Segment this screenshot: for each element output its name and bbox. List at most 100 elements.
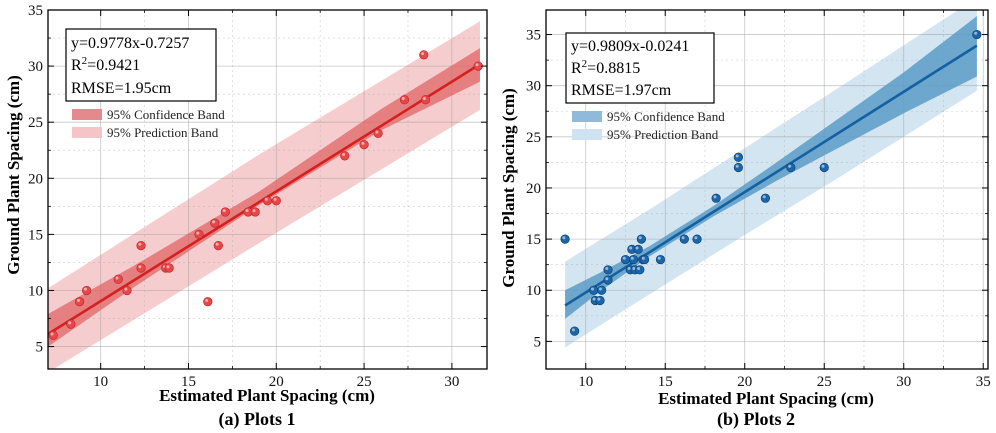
- data-point: [655, 254, 666, 265]
- stats-box: y=0.9809x-0.0241 R2=0.8815 RMSE=1.97cm: [565, 32, 715, 104]
- data-point: [633, 244, 643, 254]
- y-tick-label: 35: [526, 28, 541, 44]
- data-point-highlight: [83, 287, 87, 291]
- stats-box-frame: [565, 32, 715, 104]
- data-point: [113, 274, 123, 284]
- data-point-highlight: [273, 197, 277, 201]
- data-point-highlight: [166, 265, 170, 269]
- y-axis-title: Ground Plant Spacing (cm): [4, 75, 23, 274]
- panel-plots-1: 10 15 20 25 30 5 10 15 20 25 30 35 y=0.9778x-0.7257…: [4, 3, 488, 430]
- data-point: [75, 297, 85, 307]
- data-point: [419, 50, 429, 60]
- x-axis-title: Estimated Plant Spacing (cm): [658, 389, 874, 408]
- data-point-highlight: [138, 242, 142, 246]
- data-point: [589, 285, 599, 295]
- data-point-highlight: [605, 266, 609, 270]
- data-point-highlight: [475, 63, 479, 67]
- x-tick-label: 25: [817, 374, 832, 390]
- legend-label-prediction: 95% Prediction Band: [107, 125, 219, 140]
- data-point-highlight: [681, 236, 685, 240]
- data-point-highlight: [597, 297, 601, 301]
- x-tick-label: 30: [444, 374, 459, 390]
- data-point-highlight: [635, 246, 639, 250]
- data-point-highlight: [632, 266, 636, 270]
- y-tick-label: 10: [28, 283, 43, 299]
- y-tick-label: 10: [526, 283, 541, 299]
- data-point-highlight: [821, 164, 825, 168]
- data-point: [373, 128, 383, 139]
- data-point: [760, 193, 771, 203]
- data-point: [635, 265, 645, 275]
- data-point-highlight: [605, 277, 609, 281]
- y-tick-label: 5: [534, 334, 542, 350]
- y-tick-label: 30: [28, 59, 43, 75]
- y-tick-label: 15: [526, 232, 541, 248]
- r-squared-text: R2=0.9421: [71, 55, 140, 74]
- data-point: [220, 207, 230, 217]
- data-point: [136, 263, 146, 273]
- data-point-highlight: [590, 287, 594, 291]
- legend: 95% Confidence Band 95% Prediction Band: [572, 109, 725, 142]
- data-point: [597, 285, 607, 295]
- data-point: [359, 140, 369, 150]
- equation-text: y=0.9809x-0.0241: [571, 38, 689, 55]
- x-axis-title: Estimated Plant Spacing (cm): [159, 386, 375, 405]
- data-point: [66, 319, 76, 329]
- data-point-highlight: [68, 321, 72, 325]
- panel-plots-2: 10 15 20 25 30 35 5 10 15 20 25 30 35 y=0.9809x-0.02…: [499, 9, 991, 430]
- x-tick-label: 35: [976, 374, 991, 390]
- data-point-highlight: [215, 242, 219, 246]
- data-point-highlight: [641, 256, 645, 260]
- x-tick-label: 25: [357, 374, 372, 390]
- data-point-highlight: [124, 287, 128, 291]
- data-point-highlight: [638, 236, 642, 240]
- data-point: [733, 162, 743, 173]
- y-axis-title: Ground Plant Spacing (cm): [499, 88, 518, 287]
- data-point-highlight: [361, 141, 365, 145]
- data-points: [48, 50, 483, 340]
- plot-frame: [545, 9, 989, 370]
- confidence-band-area: [565, 16, 977, 319]
- data-point: [262, 196, 273, 206]
- stats-box: y=0.9778x-0.7257 R2=0.9421 RMSE=1.95cm: [65, 28, 217, 102]
- data-point: [560, 234, 570, 244]
- y-tick-label: 20: [526, 181, 541, 197]
- panel-caption: (b) Plots 2: [717, 409, 795, 430]
- data-point-highlight: [622, 256, 626, 260]
- data-point: [203, 297, 213, 307]
- y-tick-label: 5: [36, 340, 44, 356]
- data-point-highlight: [657, 256, 661, 260]
- y-tick-label: 20: [28, 171, 43, 187]
- r-squared-text: R2=0.8815: [571, 58, 640, 77]
- data-point: [786, 162, 796, 173]
- legend-label-confidence: 95% Confidence Band: [607, 109, 725, 124]
- data-point: [692, 234, 702, 244]
- data-point-highlight: [630, 256, 634, 260]
- data-point: [603, 275, 613, 285]
- data-point: [340, 151, 350, 161]
- confidence-band: [48, 48, 480, 347]
- data-point-highlight: [196, 231, 200, 235]
- axes: [545, 9, 989, 370]
- data-point-highlight: [422, 96, 426, 100]
- data-point-highlight: [205, 298, 209, 302]
- data-point-highlight: [571, 328, 575, 332]
- data-point-highlight: [592, 297, 596, 301]
- data-point: [399, 95, 410, 105]
- data-point-highlight: [694, 236, 698, 240]
- data-point: [819, 162, 829, 173]
- data-point: [420, 95, 431, 105]
- x-tick-label: 10: [578, 374, 593, 390]
- axes: [47, 9, 488, 370]
- panel-caption: (a) Plots 1: [219, 409, 296, 430]
- data-point: [136, 240, 146, 251]
- data-point-highlight: [252, 209, 256, 213]
- data-point-highlight: [713, 195, 717, 199]
- data-point: [194, 229, 204, 239]
- stats-box-frame: [65, 28, 217, 102]
- x-tick-label: 15: [658, 374, 673, 390]
- y-tick-label: 25: [526, 130, 541, 146]
- data-point-highlight: [637, 266, 641, 270]
- data-point: [570, 326, 580, 336]
